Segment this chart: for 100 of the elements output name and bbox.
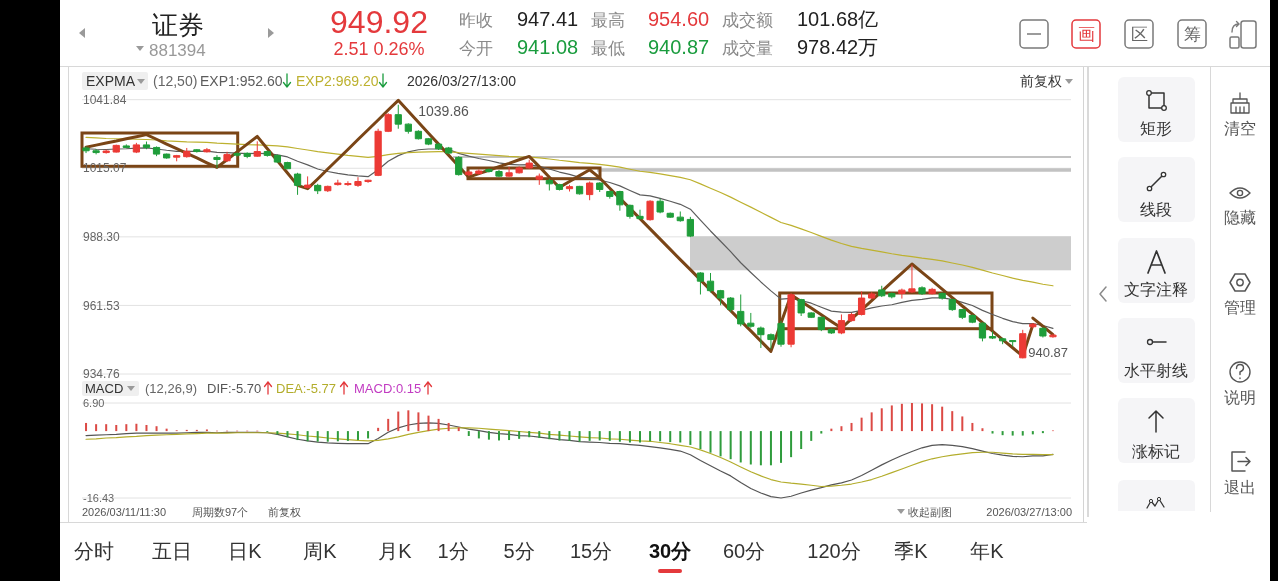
candlestick: [82, 145, 90, 154]
bar: [971, 422, 974, 432]
bar: [689, 431, 692, 445]
candlestick: [888, 291, 896, 299]
candlestick: [797, 298, 805, 317]
candlestick: [293, 172, 302, 196]
candlestick: [555, 183, 564, 191]
text: 941.08: [517, 36, 579, 58]
text: 1分: [437, 540, 469, 562]
text: 成交量: [722, 39, 773, 58]
bar: [870, 412, 873, 432]
candlestick: [445, 146, 453, 155]
text: 线段: [1140, 201, 1172, 218]
bar: [95, 424, 98, 432]
candlestick: [455, 155, 463, 177]
bar: [326, 431, 329, 442]
bar: [981, 428, 984, 432]
bar: [1041, 431, 1044, 434]
bar: [437, 418, 440, 432]
bar: [780, 431, 783, 463]
candlestick: [515, 165, 523, 175]
bar: [578, 431, 581, 442]
text: 画: [1077, 25, 1095, 44]
candlestick: [918, 285, 926, 296]
candlestick: [535, 173, 543, 186]
text: EXP2:969.20: [296, 73, 379, 89]
bar: [850, 422, 853, 432]
text: 周期数97个: [192, 506, 249, 518]
bar: [447, 422, 450, 432]
candlestick: [263, 150, 271, 158]
text: 今开: [459, 39, 493, 58]
text: 954.60: [648, 8, 710, 30]
bar: [487, 431, 490, 440]
candlestick: [434, 142, 443, 151]
candlestick: [1029, 322, 1037, 329]
bar: [618, 431, 621, 442]
candlestick: [173, 154, 181, 162]
line-series: [85, 427, 1054, 488]
bar: [679, 431, 682, 443]
bar: [820, 431, 823, 434]
bar: [961, 416, 964, 432]
candlestick: [183, 147, 191, 159]
line-series: [85, 136, 1054, 287]
candlestick: [1009, 339, 1017, 347]
text: 说明: [1224, 389, 1256, 406]
text: 60分: [722, 540, 766, 562]
candlestick: [92, 148, 100, 155]
candlestick: [636, 209, 644, 221]
candlestick: [334, 179, 342, 187]
bar: [598, 431, 601, 441]
text: 30分: [648, 540, 693, 562]
text: 月K: [378, 540, 413, 562]
candlestick: [324, 185, 332, 193]
candlestick: [414, 129, 423, 141]
text: 成交额: [722, 11, 773, 30]
text: 清空: [1224, 120, 1256, 137]
text: 940.87: [648, 36, 710, 58]
bar: [286, 431, 289, 438]
text: 2026/03/11/11:30: [82, 506, 167, 518]
candlestick: [747, 312, 755, 329]
bar: [991, 431, 994, 434]
text: 五日: [152, 540, 192, 562]
bar: [941, 406, 944, 432]
bar: [518, 431, 521, 439]
bar: [367, 431, 370, 439]
bar: [538, 431, 541, 439]
candlestick: [122, 143, 130, 149]
candlestick: [364, 179, 372, 184]
text: 2026/03/27/13:00: [407, 73, 517, 89]
bar: [759, 431, 762, 466]
bar: [890, 405, 893, 432]
candlestick: [727, 296, 735, 313]
text: 管理: [1224, 299, 1256, 316]
candlestick: [374, 128, 382, 177]
bar: [558, 431, 561, 441]
candlestick: [878, 285, 886, 298]
text: 2.51 0.26%: [333, 39, 425, 59]
y-tick-label: -16.43: [83, 491, 115, 504]
text: 文字注释: [1124, 281, 1188, 298]
candlestick: [666, 212, 674, 219]
text: 收起副图: [908, 506, 952, 518]
bar: [931, 404, 934, 432]
text: 隐藏: [1224, 209, 1256, 226]
candlestick: [304, 175, 312, 189]
candlestick: [525, 159, 533, 170]
bar: [1001, 431, 1004, 436]
candlestick: [988, 330, 997, 340]
candlestick: [575, 185, 584, 196]
bar: [356, 431, 359, 441]
text: 15分: [569, 540, 613, 562]
candlestick: [203, 147, 211, 154]
candlestick: [243, 151, 251, 159]
bar: [588, 431, 591, 441]
candlestick: [475, 168, 483, 176]
candlestick: [273, 154, 282, 164]
y-tick-label: 961.53: [83, 298, 121, 313]
text: 季K: [894, 540, 929, 562]
y-tick-label: 1041.84: [83, 92, 127, 107]
candlestick: [626, 204, 634, 220]
bar: [336, 431, 339, 442]
